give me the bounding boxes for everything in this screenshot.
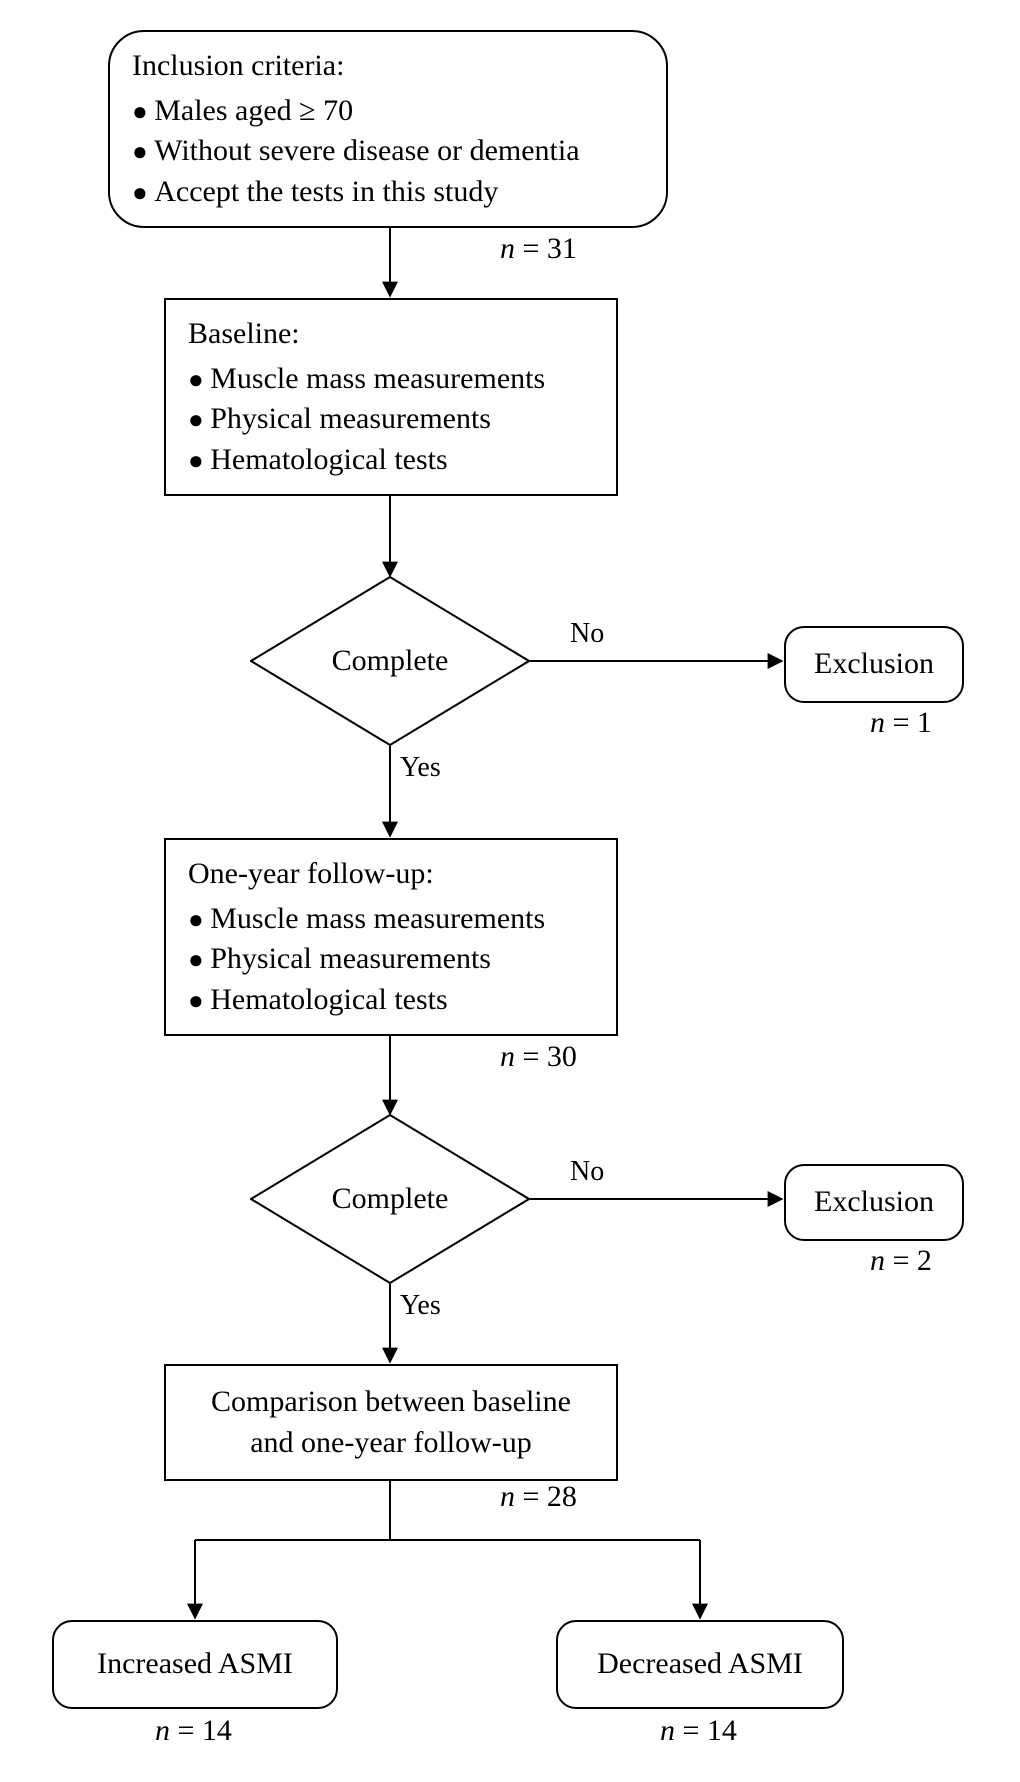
exclusion-2-label: Exclusion bbox=[814, 1185, 934, 1218]
n-30-label: n = 30 bbox=[500, 1040, 577, 1074]
baseline-bullet-2: Physical measurements bbox=[188, 399, 594, 440]
comparison-line-2: and one-year follow-up bbox=[184, 1423, 598, 1464]
followup-bullet-2: Physical measurements bbox=[188, 939, 594, 980]
n-14b-label: n = 14 bbox=[660, 1714, 737, 1748]
baseline-bullets: Muscle mass measurements Physical measur… bbox=[188, 359, 594, 481]
decision-2-label: Complete bbox=[250, 1114, 530, 1284]
n-1-label: n = 1 bbox=[870, 706, 932, 740]
inclusion-bullet-3: Accept the tests in this study bbox=[132, 172, 644, 213]
inclusion-title: Inclusion criteria: bbox=[132, 46, 644, 87]
inclusion-bullet-1: Males aged ≥ 70 bbox=[132, 91, 644, 132]
n-14a-label: n = 14 bbox=[155, 1714, 232, 1748]
exclusion-2-node: Exclusion bbox=[784, 1164, 964, 1241]
baseline-title: Baseline: bbox=[188, 314, 594, 355]
inclusion-bullet-2: Without severe disease or dementia bbox=[132, 131, 644, 172]
edge-no-2: No bbox=[570, 1156, 604, 1188]
followup-bullets: Muscle mass measurements Physical measur… bbox=[188, 899, 594, 1021]
followup-bullet-1: Muscle mass measurements bbox=[188, 899, 594, 940]
flowchart-container: Inclusion criteria: Males aged ≥ 70 With… bbox=[0, 0, 1020, 1782]
exclusion-1-node: Exclusion bbox=[784, 626, 964, 703]
decision-1-label: Complete bbox=[250, 576, 530, 746]
baseline-bullet-3: Hematological tests bbox=[188, 440, 594, 481]
exclusion-1-label: Exclusion bbox=[814, 647, 934, 680]
inclusion-criteria-node: Inclusion criteria: Males aged ≥ 70 With… bbox=[108, 30, 668, 228]
decreased-asmi-node: Decreased ASMI bbox=[556, 1620, 844, 1709]
baseline-bullet-1: Muscle mass measurements bbox=[188, 359, 594, 400]
decision-2-node: Complete bbox=[250, 1114, 530, 1284]
followup-title: One-year follow-up: bbox=[188, 854, 594, 895]
decision-1-node: Complete bbox=[250, 576, 530, 746]
increased-asmi-label: Increased ASMI bbox=[97, 1647, 293, 1680]
followup-bullet-3: Hematological tests bbox=[188, 980, 594, 1021]
n-31-label: n = 31 bbox=[500, 232, 577, 266]
edge-no-1: No bbox=[570, 618, 604, 650]
comparison-line-1: Comparison between baseline bbox=[184, 1382, 598, 1423]
followup-node: One-year follow-up: Muscle mass measurem… bbox=[164, 838, 618, 1036]
edge-yes-1: Yes bbox=[400, 752, 441, 784]
n-2-label: n = 2 bbox=[870, 1244, 932, 1278]
decreased-asmi-label: Decreased ASMI bbox=[597, 1647, 803, 1680]
increased-asmi-node: Increased ASMI bbox=[52, 1620, 338, 1709]
inclusion-bullets: Males aged ≥ 70 Without severe disease o… bbox=[132, 91, 644, 213]
n-28-label: n = 28 bbox=[500, 1480, 577, 1514]
comparison-node: Comparison between baseline and one-year… bbox=[164, 1364, 618, 1481]
baseline-node: Baseline: Muscle mass measurements Physi… bbox=[164, 298, 618, 496]
edge-yes-2: Yes bbox=[400, 1290, 441, 1322]
